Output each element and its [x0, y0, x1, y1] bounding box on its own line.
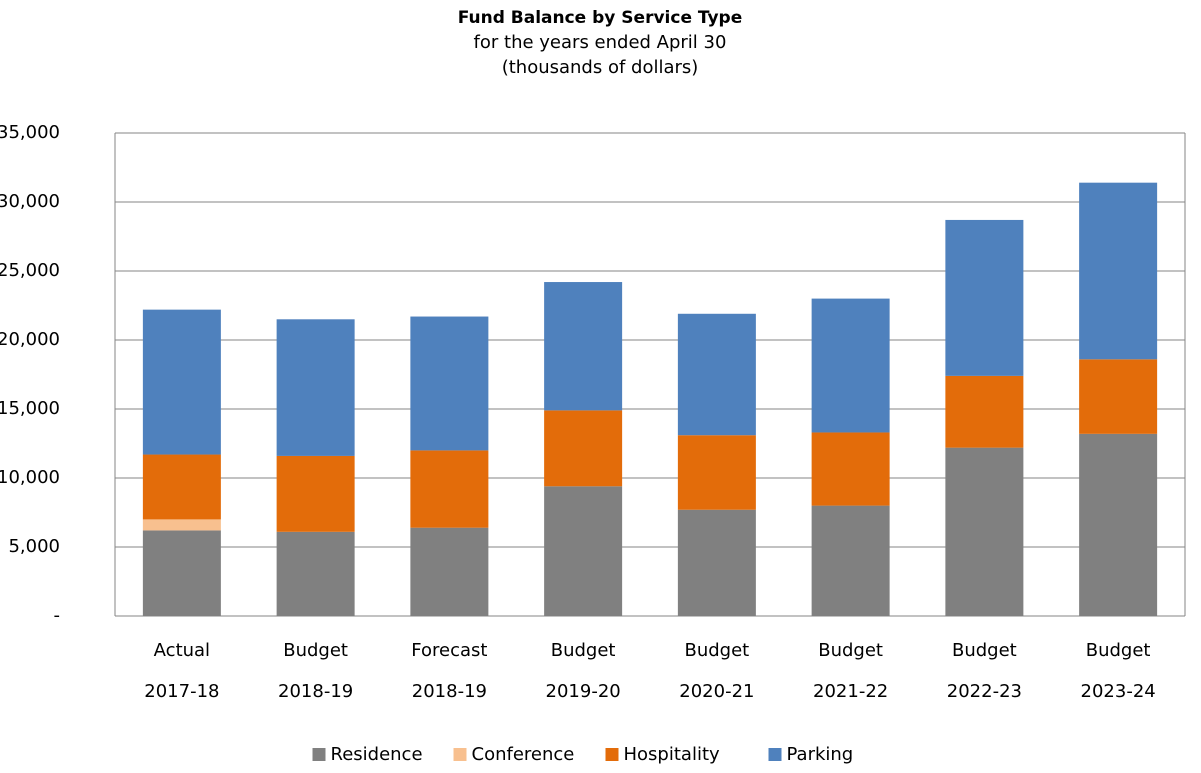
y-tick-label: 30,000 — [0, 191, 60, 212]
y-tick-label: - — [54, 605, 61, 626]
legend-label: Residence — [331, 744, 423, 765]
x-tick-label: Forecast — [411, 640, 487, 661]
bar-segment — [142, 309, 221, 455]
bar-segment — [142, 530, 221, 616]
x-tick-label: 2022-23 — [947, 681, 1022, 702]
bar-segment — [544, 486, 623, 616]
y-tick-label: 35,000 — [0, 122, 60, 143]
x-tick-label: Budget — [685, 640, 750, 661]
bar-segment — [410, 450, 489, 528]
y-tick-label: 15,000 — [0, 398, 60, 419]
y-tick-label: 5,000 — [8, 536, 60, 557]
x-tick-label: Budget — [551, 640, 616, 661]
bar-segment — [544, 282, 623, 411]
y-tick-label: 20,000 — [0, 329, 60, 350]
bar-segment — [410, 527, 489, 616]
bar-segment — [677, 435, 756, 510]
bar-segment — [1079, 433, 1158, 616]
bar-segment — [276, 455, 355, 532]
legend-label: Parking — [787, 744, 854, 765]
x-tick-label: 2018-19 — [412, 681, 487, 702]
bar-segment — [276, 531, 355, 616]
bar-segment — [811, 432, 890, 506]
x-tick-label: 2020-21 — [679, 681, 754, 702]
x-tick-label: 2023-24 — [1081, 681, 1156, 702]
bar-segment — [142, 519, 221, 531]
x-tick-label: 2017-18 — [144, 681, 219, 702]
x-tick-label: Budget — [818, 640, 883, 661]
legend-swatch — [768, 748, 782, 761]
y-tick-label: 25,000 — [0, 260, 60, 281]
x-tick-label: Actual — [154, 640, 210, 661]
bar-segment — [945, 375, 1024, 448]
x-tick-label: Budget — [952, 640, 1017, 661]
x-tick-label: Budget — [1086, 640, 1151, 661]
bar-segment — [811, 505, 890, 616]
x-tick-label: Budget — [283, 640, 348, 661]
bar-segment — [677, 313, 756, 436]
bar-segment — [945, 447, 1024, 616]
y-tick-label: 10,000 — [0, 467, 60, 488]
legend-swatch — [605, 748, 619, 761]
chart-subtitle: (thousands of dollars) — [502, 57, 699, 78]
legend-swatch — [453, 748, 467, 761]
bar-segment — [945, 219, 1024, 376]
legend-label: Conference — [472, 744, 575, 765]
bar-segment — [811, 298, 890, 433]
bar-segment — [276, 319, 355, 456]
bar-segment — [1079, 359, 1158, 434]
chart-title: Fund Balance by Service Type — [458, 8, 743, 28]
x-tick-label: 2018-19 — [278, 681, 353, 702]
bar-segment — [410, 316, 489, 451]
x-tick-label: 2021-22 — [813, 681, 888, 702]
bar-segment — [142, 454, 221, 520]
chart-subtitle: for the years ended April 30 — [474, 32, 727, 53]
bar-segment — [544, 410, 623, 487]
bar-segment — [1079, 182, 1158, 360]
x-tick-label: 2019-20 — [546, 681, 621, 702]
bar-segment — [677, 509, 756, 616]
legend-label: Hospitality — [624, 744, 721, 765]
legend-swatch — [312, 748, 326, 761]
